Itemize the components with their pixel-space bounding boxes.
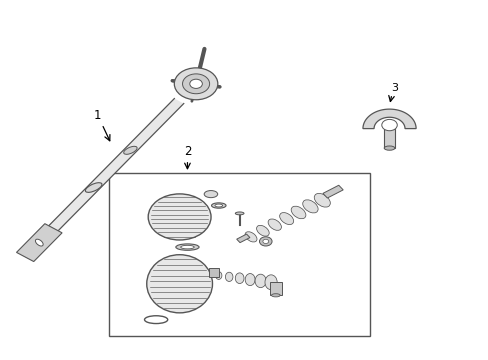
Ellipse shape [215,271,222,279]
Ellipse shape [204,190,217,198]
Ellipse shape [225,272,232,282]
Ellipse shape [264,275,277,290]
Ellipse shape [35,239,43,246]
Ellipse shape [244,274,255,285]
Ellipse shape [244,232,257,242]
Bar [384,129,394,148]
Polygon shape [17,224,62,262]
Ellipse shape [314,193,330,207]
Circle shape [189,79,202,89]
Circle shape [263,239,268,243]
Bar [236,234,249,243]
Ellipse shape [123,146,137,154]
Polygon shape [44,99,183,235]
Ellipse shape [256,225,269,236]
Ellipse shape [235,212,244,215]
Ellipse shape [290,206,305,219]
Circle shape [174,68,217,100]
Bar [269,282,281,295]
Ellipse shape [146,255,212,313]
Ellipse shape [180,245,194,249]
Text: 1: 1 [93,108,101,122]
Bar [109,173,369,336]
Circle shape [259,237,271,246]
Bar [322,185,343,198]
Circle shape [148,194,211,240]
Ellipse shape [176,244,199,250]
Text: 2: 2 [183,145,191,158]
Ellipse shape [384,146,394,150]
Ellipse shape [267,219,281,230]
Ellipse shape [211,203,225,208]
Bar [209,268,218,277]
Ellipse shape [302,200,318,213]
Ellipse shape [279,213,293,225]
Ellipse shape [255,274,265,288]
Ellipse shape [271,294,280,297]
Circle shape [381,120,396,131]
Ellipse shape [85,183,102,192]
Text: 3: 3 [390,83,397,93]
Polygon shape [362,109,415,129]
Ellipse shape [235,273,244,284]
Circle shape [182,74,209,94]
Ellipse shape [214,204,222,207]
